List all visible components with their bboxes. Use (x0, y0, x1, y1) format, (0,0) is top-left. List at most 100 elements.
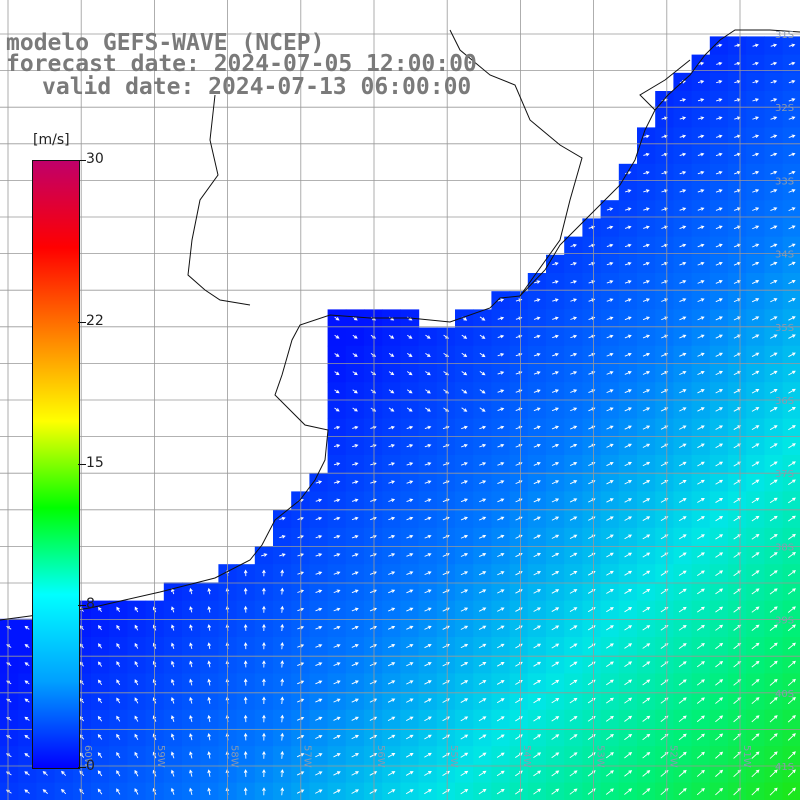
wind-arrow (569, 498, 578, 503)
colorbar-tick-label: 30 (86, 151, 104, 167)
wind-arrow (624, 298, 632, 302)
wind-arrow (79, 643, 84, 649)
wind-arrow (697, 170, 705, 175)
wind-arrow (788, 497, 796, 504)
latitude-label: 40S (775, 689, 794, 700)
wind-arrow (479, 534, 487, 539)
wind-arrow (769, 388, 778, 394)
wind-arrow (189, 733, 193, 741)
wind-arrow (606, 261, 614, 266)
wind-arrow (551, 571, 560, 576)
wind-arrow (570, 389, 578, 393)
wind-arrow (533, 389, 541, 393)
wind-arrow (752, 261, 760, 266)
wind-arrow (243, 787, 248, 796)
wind-arrow (787, 515, 796, 522)
wind-arrow (697, 61, 705, 66)
wind-arrow (696, 606, 705, 613)
wind-arrow (697, 552, 705, 558)
wind-arrow (551, 498, 560, 503)
wind-arrow (697, 570, 705, 576)
wind-arrow (570, 407, 578, 412)
wind-arrow (351, 644, 359, 648)
wind-arrow (24, 680, 30, 685)
wind-arrow (716, 80, 723, 84)
lat-lon-labels: 31S 32S 33S 34S 35S 36S 37S 38S 39S 40S 41S 60W 59W 5… (82, 30, 794, 773)
wind-arrow (351, 680, 359, 685)
wind-arrow (315, 625, 323, 630)
wind-arrow (751, 497, 760, 504)
wind-arrow (788, 207, 796, 212)
wind-arrow (570, 316, 578, 321)
wind-arrow (388, 353, 395, 357)
wind-arrow (189, 751, 193, 759)
wind-arrow (406, 425, 414, 430)
wind-arrow (606, 371, 614, 375)
wind-arrow (788, 334, 796, 339)
wind-arrow (97, 715, 103, 722)
wind-arrow (460, 698, 469, 703)
wind-arrow (461, 407, 468, 412)
wind-arrow (24, 716, 30, 721)
wind-arrow (97, 679, 103, 686)
wind-arrow (787, 551, 796, 559)
wind-arrow (134, 697, 139, 704)
wind-arrow (751, 316, 760, 321)
wind-arrow (770, 207, 778, 211)
wind-arrow (697, 389, 705, 394)
model-title: modelo GEFS-WAVE (NCEP) (6, 30, 325, 56)
colorbar-tick-label: 8 (86, 596, 95, 613)
wind-arrow (570, 262, 577, 266)
wind-arrow (606, 570, 614, 576)
wind-arrow (297, 644, 305, 648)
wind-arrow (496, 770, 505, 777)
wind-arrow (79, 679, 84, 685)
wind-arrow (661, 243, 669, 248)
wind-arrow (207, 660, 211, 668)
wind-arrow (642, 643, 651, 649)
wind-arrow (788, 316, 796, 321)
wind-arrow (697, 407, 705, 412)
wind-arrow (552, 262, 559, 266)
wind-arrow (751, 660, 760, 668)
wind-arrow (697, 98, 705, 102)
wind-arrow (788, 461, 796, 467)
wind-arrow (788, 261, 796, 266)
wind-arrow (97, 661, 103, 667)
wind-arrow (606, 389, 614, 394)
wind-arrow (406, 516, 414, 521)
wind-arrow (116, 770, 121, 777)
wind-arrow (333, 753, 341, 758)
wind-arrow (570, 298, 578, 302)
wind-arrow (533, 716, 542, 722)
wind-arrow (678, 516, 687, 522)
wind-arrow (406, 407, 413, 412)
wind-arrow (479, 407, 486, 412)
wind-arrow (678, 661, 687, 668)
wind-arrow (624, 661, 633, 668)
wind-arrow (207, 787, 211, 796)
wind-arrow (751, 370, 760, 376)
wind-arrow (496, 661, 505, 667)
wind-arrow (261, 553, 268, 557)
wind-arrow (351, 480, 359, 484)
wind-arrow (570, 352, 578, 357)
wind-arrow (733, 461, 742, 467)
wind-arrow (551, 462, 560, 466)
wind-arrow (424, 680, 432, 685)
wind-arrow (678, 461, 687, 467)
wind-arrow (42, 770, 48, 776)
wind-arrow (405, 771, 414, 776)
wind-arrow (697, 298, 705, 303)
wind-arrow (351, 553, 359, 557)
wind-arrow (388, 334, 395, 339)
wind-arrow (770, 279, 778, 285)
wind-arrow (207, 605, 212, 613)
wind-arrow (624, 534, 633, 540)
wind-arrow (351, 771, 360, 776)
longitude-label: 52W (668, 745, 679, 768)
wind-arrow (315, 534, 323, 539)
wind-arrow (642, 697, 651, 704)
wind-arrow (624, 625, 633, 631)
longitude-label: 51W (741, 745, 752, 768)
